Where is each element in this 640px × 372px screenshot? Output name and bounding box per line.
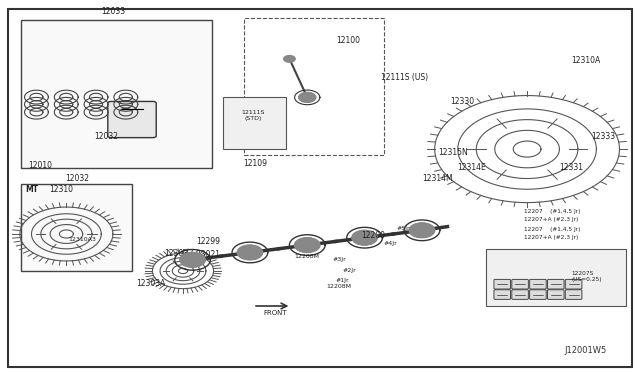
FancyBboxPatch shape — [108, 102, 156, 138]
Text: 12333: 12333 — [591, 132, 615, 141]
Text: 12207+A (#2,3 Jr): 12207+A (#2,3 Jr) — [524, 218, 579, 222]
Text: #5Jr: #5Jr — [396, 226, 410, 231]
FancyBboxPatch shape — [494, 279, 511, 289]
Text: 12207S
(US=0.25): 12207S (US=0.25) — [572, 271, 602, 282]
FancyBboxPatch shape — [494, 290, 511, 299]
FancyBboxPatch shape — [512, 279, 529, 289]
Text: 12314M: 12314M — [422, 174, 452, 183]
Text: 12208M: 12208M — [326, 284, 351, 289]
Circle shape — [352, 230, 378, 245]
Text: 12310A: 12310A — [572, 56, 601, 65]
Text: #3Jr: #3Jr — [333, 257, 346, 262]
FancyBboxPatch shape — [530, 290, 546, 299]
Text: 12207    (#1,4,5 Jr): 12207 (#1,4,5 Jr) — [524, 227, 580, 232]
Text: FRONT: FRONT — [264, 310, 287, 316]
Text: 12200: 12200 — [362, 231, 385, 240]
Circle shape — [294, 238, 320, 253]
FancyBboxPatch shape — [547, 290, 564, 299]
Circle shape — [299, 92, 316, 102]
FancyBboxPatch shape — [547, 279, 564, 289]
Circle shape — [237, 245, 262, 260]
Text: 12010: 12010 — [28, 161, 52, 170]
Text: 12032: 12032 — [94, 132, 118, 141]
FancyBboxPatch shape — [530, 279, 546, 289]
Text: 12303: 12303 — [164, 249, 189, 258]
Text: 12331: 12331 — [559, 163, 583, 172]
Text: 12111S
(STD): 12111S (STD) — [241, 110, 265, 121]
Text: 12207    (#1,4,5 Jr): 12207 (#1,4,5 Jr) — [524, 209, 580, 214]
Text: 12299: 12299 — [196, 237, 220, 246]
Text: 12033: 12033 — [101, 7, 125, 16]
FancyBboxPatch shape — [512, 290, 529, 299]
Bar — [244, 18, 384, 155]
Text: #4Jr: #4Jr — [384, 241, 397, 246]
Text: 13021: 13021 — [196, 250, 220, 259]
Text: 12111S (US): 12111S (US) — [381, 73, 428, 81]
Text: 12314E: 12314E — [457, 163, 486, 172]
Bar — [486, 249, 626, 306]
Text: 12310: 12310 — [49, 185, 73, 194]
Text: 12330: 12330 — [451, 97, 475, 106]
Text: 12303A: 12303A — [136, 279, 166, 288]
Circle shape — [180, 253, 205, 267]
Circle shape — [284, 55, 295, 62]
Bar — [223, 97, 286, 149]
Text: MT: MT — [26, 185, 39, 194]
Text: #1Jr: #1Jr — [336, 278, 349, 283]
FancyBboxPatch shape — [565, 290, 582, 299]
Text: 12207+A (#2,3 Jr): 12207+A (#2,3 Jr) — [524, 235, 579, 240]
Text: 12315N: 12315N — [438, 148, 468, 157]
Text: #2Jr: #2Jr — [342, 269, 356, 273]
Text: 12208M: 12208M — [294, 254, 319, 259]
Bar — [20, 20, 212, 167]
Text: 12100: 12100 — [336, 36, 360, 45]
FancyBboxPatch shape — [8, 9, 632, 367]
FancyBboxPatch shape — [565, 279, 582, 289]
Text: 12109: 12109 — [244, 159, 268, 169]
Text: 12032: 12032 — [65, 174, 89, 183]
Text: J12001W5: J12001W5 — [564, 346, 607, 355]
Text: 12310A3: 12310A3 — [68, 237, 96, 242]
Bar — [20, 184, 132, 271]
Circle shape — [409, 223, 435, 238]
